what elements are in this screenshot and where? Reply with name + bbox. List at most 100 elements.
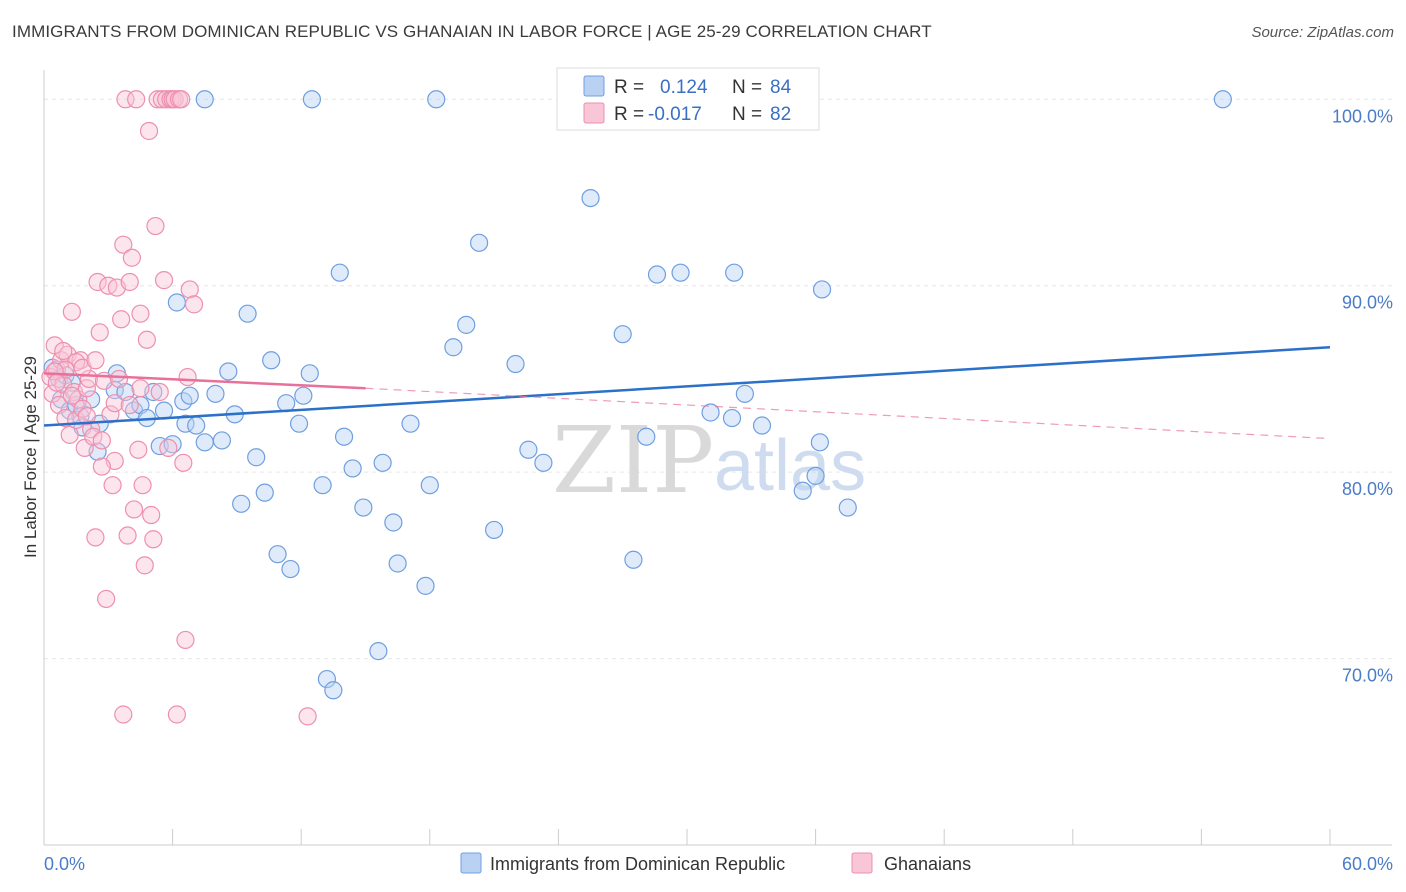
point-dominican — [300, 364, 319, 383]
point-ghanaian — [144, 530, 163, 549]
point-ghanaian — [62, 302, 81, 321]
point-dominican — [281, 559, 300, 579]
point-dominican — [167, 293, 186, 312]
trend-line-ghanaian — [43, 372, 366, 390]
point-ghanaian — [114, 235, 133, 254]
series-dominican-points — [43, 90, 1232, 700]
point-dominican — [637, 427, 656, 446]
y-tick-label-3: 70.0% — [1342, 666, 1393, 686]
point-dominican — [581, 188, 600, 208]
point-ghanaian — [178, 367, 197, 387]
point-ghanaian — [116, 90, 135, 109]
point-dominican — [195, 433, 214, 452]
point-dominican — [354, 498, 373, 517]
axes — [43, 70, 1392, 846]
point-ghanaian — [86, 528, 105, 547]
point-ghanaian — [90, 323, 109, 342]
y-tick-label-2: 80.0% — [1342, 479, 1393, 499]
point-dominican — [457, 315, 476, 334]
point-dominican — [369, 642, 388, 661]
point-ghanaian — [62, 386, 81, 405]
point-dominican — [302, 90, 322, 109]
point-ghanaian — [124, 500, 144, 519]
x-tick-label-1: 60.0% — [1342, 854, 1393, 874]
point-ghanaian — [139, 121, 159, 141]
point-dominican — [206, 384, 225, 403]
point-dominican — [613, 325, 632, 344]
point-ghanaian — [118, 526, 137, 545]
y-tick-labels: 100.0% 90.0% 80.0% 70.0% — [1332, 106, 1393, 685]
point-ghanaian — [180, 280, 199, 299]
point-ghanaian — [54, 341, 73, 361]
point-dominican — [701, 403, 720, 422]
legend-n-label-1: N = — [732, 77, 762, 98]
point-dominican — [671, 263, 690, 282]
gridlines — [44, 98, 1392, 660]
point-dominican — [806, 466, 825, 485]
trend-line-ghanaian-extrapolated — [365, 387, 1331, 440]
legend-swatch-pink — [583, 102, 605, 124]
point-ghanaian — [159, 438, 178, 458]
legend-r-value-2: -0.017 — [648, 104, 702, 125]
point-dominican — [373, 453, 392, 472]
point-dominican — [838, 498, 857, 517]
point-dominican — [289, 414, 309, 433]
point-ghanaian — [150, 382, 169, 402]
legend-n-value-2: 82 — [770, 104, 791, 125]
bottom-legend: Immigrants from Dominican Republic Ghana… — [460, 852, 971, 874]
series-ghanaian-points — [41, 90, 317, 726]
point-dominican — [277, 394, 296, 413]
legend: R = 0.124 N = 84 R = -0.017 N = 82 — [556, 67, 820, 131]
point-ghanaian — [298, 707, 317, 726]
point-dominican — [219, 362, 238, 381]
bottom-legend-swatch-pink — [851, 852, 873, 874]
point-dominican — [401, 414, 420, 433]
point-dominican — [793, 481, 812, 500]
bottom-legend-label-ghanaians: Ghanaians — [884, 854, 971, 874]
point-dominican — [262, 351, 281, 370]
watermark-atlas: atlas — [714, 426, 866, 506]
chart-source: Source: ZipAtlas.com — [1251, 24, 1394, 41]
point-dominican — [752, 416, 772, 435]
point-dominican — [624, 550, 643, 569]
point-ghanaian — [101, 405, 120, 424]
point-dominican — [427, 90, 446, 109]
y-tick-label-1: 90.0% — [1342, 293, 1393, 313]
point-dominican — [294, 386, 313, 405]
point-ghanaian — [146, 216, 165, 236]
point-dominican — [722, 408, 742, 428]
point-ghanaian — [92, 457, 111, 476]
point-dominican — [647, 265, 667, 284]
bottom-legend-label-dominican: Immigrants from Dominican Republic — [490, 854, 785, 874]
point-ghanaian — [133, 476, 152, 495]
point-dominican — [187, 416, 206, 435]
point-dominican — [313, 476, 332, 495]
point-dominican — [247, 448, 266, 467]
y-axis-label: In Labor Force | Age 25-29 — [21, 356, 40, 558]
point-dominican — [416, 576, 435, 595]
point-dominican — [154, 401, 174, 420]
point-dominican — [255, 483, 274, 502]
point-dominican — [330, 263, 349, 282]
point-ghanaian — [120, 272, 139, 292]
point-ghanaian — [120, 395, 139, 415]
point-ghanaian — [135, 556, 154, 575]
point-ghanaian — [154, 271, 174, 290]
point-dominican — [1213, 90, 1232, 109]
point-ghanaian — [129, 440, 148, 459]
watermark-zip: ZIP — [552, 407, 714, 514]
point-dominican — [268, 545, 287, 564]
point-dominican — [485, 520, 504, 540]
point-ghanaian — [45, 362, 64, 381]
point-ghanaian — [105, 394, 124, 413]
point-ghanaian — [172, 90, 191, 109]
point-ghanaian — [165, 90, 184, 109]
point-dominican — [212, 431, 231, 450]
x-tick-label-0: 0.0% — [44, 854, 85, 874]
point-dominican — [534, 453, 553, 472]
point-dominican — [812, 280, 832, 299]
point-dominican — [735, 384, 754, 403]
point-ghanaian — [122, 248, 141, 267]
point-ghanaian — [167, 705, 186, 724]
